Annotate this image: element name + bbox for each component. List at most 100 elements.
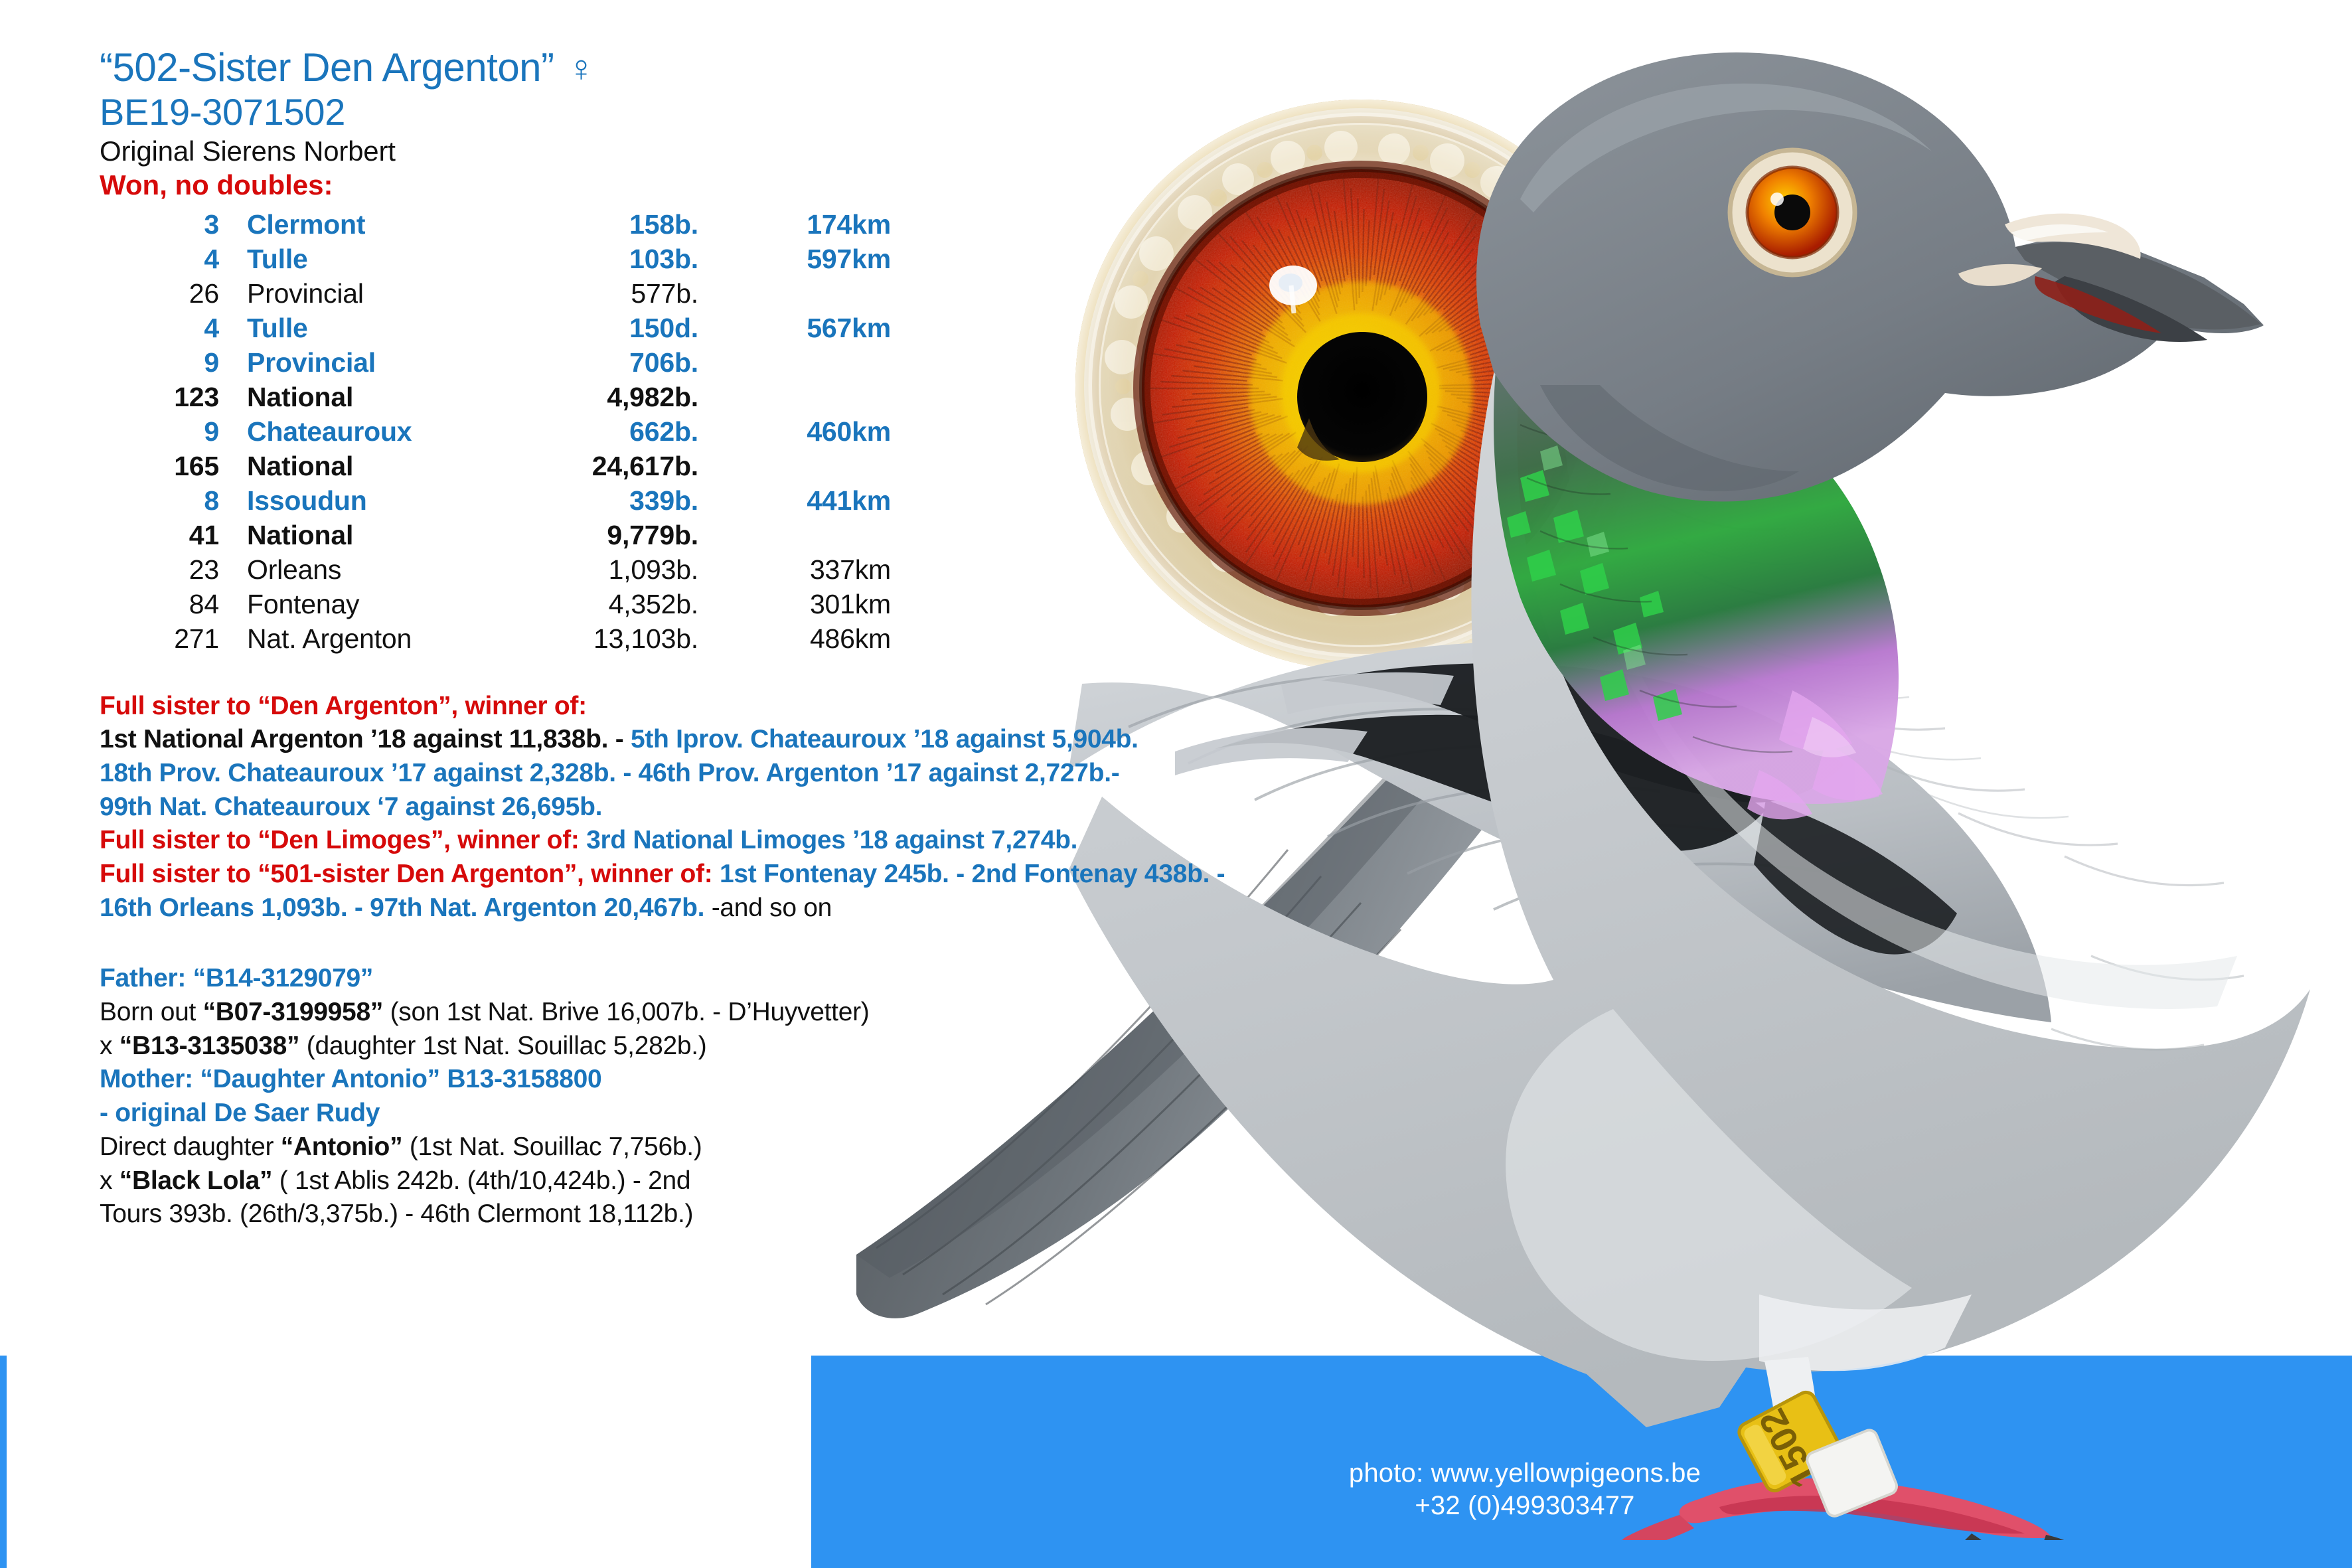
female-symbol-icon: ♀ — [567, 47, 595, 89]
footer-credit: photo: www.yellowpigeons.be +32 (0)49930… — [811, 1457, 2238, 1522]
result-distance — [698, 518, 891, 553]
result-birds: 339b. — [629, 485, 698, 516]
mother-line3: Tours 393b. (26th/3,375b.) - 46th Clermo… — [100, 1200, 694, 1229]
table-row: 84 Fontenay 4,352b. 301km — [100, 588, 891, 622]
result-birds: 4,352b. — [608, 589, 699, 620]
result-birds: 9,779b. — [607, 520, 698, 551]
info-panel: “502-Sister Den Argenton” ♀ BE19-3071502 … — [100, 46, 1414, 1231]
father-line2-suffix: (daughter 1st Nat. Souillac 5,282b.) — [299, 1031, 707, 1060]
pigeon-name-text: “502-Sister Den Argenton” — [100, 45, 554, 90]
results-header: Won, no doubles: — [100, 169, 333, 201]
result-rank: 4 — [204, 244, 219, 275]
result-rank: 3 — [204, 209, 219, 240]
table-row: 3 Clermont 158b. 174km — [100, 208, 891, 242]
limoges-result: 3rd National Limoges ’18 against 7,274b. — [586, 826, 1078, 855]
result-birds: 24,617b. — [591, 451, 698, 482]
result-distance — [698, 449, 891, 484]
father-line2-prefix: x — [100, 1031, 119, 1060]
result-distance: 486km — [809, 623, 891, 655]
table-row: 4 Tulle 150d. 567km — [100, 311, 891, 346]
sister-argenton-heading: Full sister to “Den Argenton”, winner of… — [100, 691, 587, 720]
result-distance: 460km — [807, 416, 891, 447]
result-race: National — [247, 382, 354, 413]
photo-credit-phone: +32 (0)499303477 — [1415, 1490, 1635, 1520]
result-race: Orleans — [247, 554, 342, 586]
mother-line1-suffix: (1st Nat. Souillac 7,756b.) — [402, 1132, 702, 1161]
result-birds: 158b. — [629, 209, 698, 240]
mother-origin: - original De Saer Rudy — [100, 1099, 380, 1128]
result-rank: 123 — [174, 382, 219, 413]
result-birds: 1,093b. — [608, 554, 699, 586]
origin-line: Original Sierens Norbert — [100, 135, 396, 167]
result-distance — [698, 346, 891, 380]
mother-dam-name: “Black Lola” — [119, 1166, 273, 1195]
result-rank: 271 — [174, 623, 219, 655]
result-race: Provincial — [247, 278, 364, 309]
pigeon-legs: 1502 — [1622, 1357, 2065, 1540]
result-distance — [698, 277, 891, 311]
result-birds: 150d. — [629, 313, 698, 344]
argenton-result-blue: 5th Iprov. Chateauroux ’18 against 5,904… — [630, 725, 1138, 754]
result-birds: 662b. — [629, 416, 698, 447]
result-birds: 4,982b. — [607, 382, 698, 413]
result-race: Provincial — [247, 347, 376, 378]
pigeon-head — [1476, 52, 2264, 502]
father-line1-suffix: (son 1st Nat. Brive 16,007b. - D’Huyvett… — [383, 998, 870, 1027]
mother-label: Mother: “Daughter Antonio” B13-3158800 — [100, 1065, 602, 1094]
result-distance: 337km — [809, 554, 891, 586]
father-sire-ring: “B07-3199958” — [202, 998, 384, 1027]
result-rank: 9 — [204, 416, 219, 447]
table-row: 23 Orleans 1,093b. 337km — [100, 553, 891, 588]
sister-501-heading: Full sister to “501-sister Den Argenton”… — [100, 860, 720, 888]
mother-line2-suffix: ( 1st Ablis 242b. (4th/10,424b.) - 2nd — [272, 1166, 691, 1195]
table-row: 123 National 4,982b. — [100, 380, 891, 415]
argenton-result-line3: 18th Prov. Chateauroux ’17 against 2,328… — [100, 758, 1120, 787]
pigeon-eye — [1727, 147, 1857, 277]
result-rank: 165 — [174, 451, 219, 482]
table-row: 9 Chateauroux 662b. 460km — [100, 415, 891, 449]
result-distance — [698, 380, 891, 415]
argenton-result-black: 1st National Argenton ’18 against 11,838… — [100, 725, 631, 754]
photo-credit-url: photo: www.yellowpigeons.be — [1348, 1458, 1701, 1488]
result-rank: 4 — [204, 313, 219, 344]
result-rank: 8 — [204, 485, 219, 516]
table-row: 271 Nat. Argenton 13,103b. 486km — [100, 622, 891, 657]
table-row: 41 National 9,779b. — [100, 518, 891, 553]
father-line1-prefix: Born out — [100, 998, 203, 1027]
result-race: Tulle — [247, 313, 308, 344]
result-birds: 577b. — [631, 278, 698, 309]
result-race: National — [247, 451, 354, 482]
pigeon-name: “502-Sister Den Argenton” ♀ — [100, 46, 1414, 89]
pedigree-block: Father: “B14-3129079” Born out “B07-3199… — [100, 962, 1414, 1231]
father-label: Father: “B14-3129079” — [100, 964, 374, 993]
table-row: 9 Provincial 706b. — [100, 346, 891, 380]
mother-line2-prefix: x — [100, 1166, 119, 1195]
argenton-result-line4: 99th Nat. Chateauroux ‘7 against 26,695b… — [100, 792, 603, 821]
sister-501-result-line2: 16th Orleans 1,093b. - 97th Nat. Argento… — [100, 893, 712, 922]
sibling-achievements-block: Full sister to “Den Argenton”, winner of… — [100, 690, 1414, 925]
result-rank: 84 — [189, 589, 219, 620]
result-race: Fontenay — [247, 589, 360, 620]
result-distance: 174km — [807, 209, 891, 240]
mother-line1-prefix: Direct daughter — [100, 1132, 281, 1161]
result-race: Tulle — [247, 244, 308, 275]
result-birds: 103b. — [629, 244, 698, 275]
sister-limoges-heading: Full sister to “Den Limoges”, winner of: — [100, 826, 587, 855]
result-rank: 23 — [189, 554, 219, 586]
father-dam-ring: “B13-3135038” — [119, 1031, 300, 1060]
result-race: Nat. Argenton — [247, 623, 412, 655]
result-race: National — [247, 520, 354, 551]
table-row: 26 Provincial 577b. — [100, 277, 891, 311]
result-rank: 26 — [189, 278, 219, 309]
result-rank: 41 — [189, 520, 219, 551]
mother-sire-name: “Antonio” — [280, 1132, 403, 1161]
result-distance: 441km — [807, 485, 891, 516]
footer-banner — [811, 1356, 2352, 1568]
result-race: Clermont — [247, 209, 366, 240]
result-birds: 13,103b. — [593, 623, 698, 655]
and-so-on-text: -and so on — [711, 893, 832, 922]
result-race: Chateauroux — [247, 416, 412, 447]
pigeon-photo: 1502 — [856, 52, 2310, 1540]
left-edge-blue-strip — [0, 1356, 7, 1568]
result-distance: 567km — [807, 313, 891, 344]
